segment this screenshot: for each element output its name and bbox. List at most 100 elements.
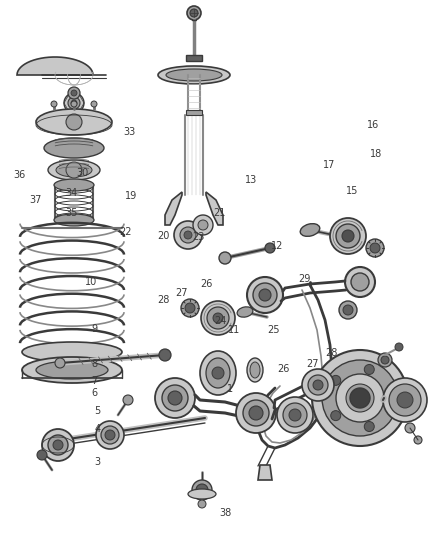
Circle shape [184,231,192,239]
Text: 35: 35 [65,208,77,218]
Circle shape [253,283,277,307]
Text: 5: 5 [94,407,100,416]
Circle shape [339,301,357,319]
Circle shape [55,358,65,368]
Circle shape [213,313,223,323]
Circle shape [185,303,195,313]
Circle shape [364,365,374,375]
Circle shape [414,436,422,444]
Circle shape [313,380,323,390]
Circle shape [105,430,115,440]
Text: 27: 27 [175,288,188,298]
Ellipse shape [36,361,108,379]
Text: 11: 11 [228,326,240,335]
Circle shape [190,9,198,17]
Text: 10: 10 [85,278,98,287]
Text: 21: 21 [214,208,226,218]
Circle shape [51,101,57,107]
Ellipse shape [206,358,230,388]
Bar [186,110,202,115]
Ellipse shape [300,224,320,236]
Text: 8: 8 [91,359,97,369]
Text: 15: 15 [346,186,358,196]
Ellipse shape [237,307,253,317]
Circle shape [174,221,202,249]
Ellipse shape [36,109,112,135]
Circle shape [155,378,195,418]
Text: 27: 27 [307,359,319,368]
Circle shape [48,435,68,455]
Ellipse shape [54,214,94,226]
Circle shape [249,406,263,420]
Ellipse shape [48,160,100,180]
Circle shape [187,6,201,20]
Circle shape [381,356,389,364]
Circle shape [259,289,271,301]
Text: 26: 26 [277,364,289,374]
Circle shape [243,400,269,426]
Circle shape [66,114,82,130]
Circle shape [350,388,370,408]
Circle shape [336,374,384,422]
Circle shape [322,360,398,436]
Circle shape [101,426,119,444]
Circle shape [64,93,84,113]
Circle shape [162,385,188,411]
Circle shape [247,277,283,313]
Ellipse shape [22,342,122,362]
Text: 28: 28 [157,295,169,304]
Text: 38: 38 [219,508,231,518]
Circle shape [181,299,199,317]
Text: 20: 20 [158,231,170,240]
Circle shape [196,484,208,496]
Text: 6: 6 [91,389,97,398]
Circle shape [71,100,77,106]
Text: 29: 29 [298,274,310,284]
Circle shape [91,101,97,107]
Polygon shape [206,192,223,225]
Circle shape [68,87,80,99]
Circle shape [345,267,375,297]
Circle shape [366,239,384,257]
Text: 26: 26 [201,279,213,289]
Text: 7: 7 [91,376,97,386]
Text: 17: 17 [323,160,336,170]
Text: 23: 23 [192,232,204,242]
Circle shape [330,218,366,254]
Text: 25: 25 [267,326,280,335]
Circle shape [283,403,307,427]
Circle shape [207,307,229,329]
Circle shape [385,393,395,403]
Circle shape [277,397,313,433]
Text: 19: 19 [125,191,137,201]
Text: 30: 30 [77,168,89,178]
Circle shape [123,395,133,405]
Circle shape [383,378,427,422]
Circle shape [37,450,47,460]
Ellipse shape [44,138,104,158]
Text: 3: 3 [94,457,100,467]
Circle shape [397,392,413,408]
Text: 22: 22 [119,227,132,237]
Circle shape [395,343,403,351]
Circle shape [353,391,367,405]
Circle shape [66,162,82,178]
Text: 1: 1 [227,384,233,394]
Text: 33: 33 [124,127,136,137]
Text: 4: 4 [94,424,100,434]
Ellipse shape [54,179,94,191]
Circle shape [331,410,341,421]
Circle shape [71,101,77,107]
Circle shape [331,375,341,385]
Circle shape [342,230,354,242]
Circle shape [236,393,276,433]
Circle shape [71,90,77,96]
Circle shape [53,440,63,450]
Circle shape [346,384,374,412]
Text: 16: 16 [367,120,379,130]
Circle shape [68,97,80,109]
Ellipse shape [158,66,230,84]
Text: 18: 18 [370,149,382,158]
Circle shape [364,422,374,432]
Circle shape [42,429,74,461]
